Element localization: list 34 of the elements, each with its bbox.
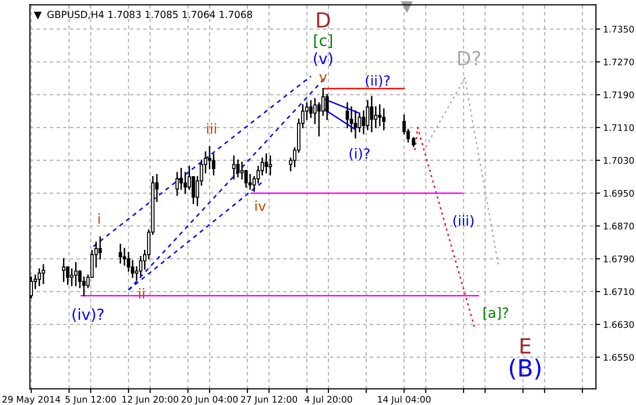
y-tick-label: 1.7190 bbox=[604, 91, 634, 98]
annotation: D? bbox=[458, 50, 480, 66]
y-tick-label: 1.6710 bbox=[604, 288, 634, 296]
x-tick-label: 14 Jul 04:00 bbox=[378, 396, 431, 404]
x-tick-label: 4 Jul 20:00 bbox=[304, 396, 352, 404]
annotation: (iii) bbox=[453, 215, 474, 228]
y-tick-label: 1.7270 bbox=[604, 58, 634, 66]
annotation: i bbox=[98, 213, 100, 224]
annotation: [c] bbox=[314, 34, 332, 48]
annotation: D bbox=[317, 12, 330, 28]
y-tick-label: 1.6870 bbox=[604, 222, 634, 230]
annotation: v bbox=[319, 74, 327, 82]
text: GBPUSD,H4 1.7083 1.7085 1.7064 1.7068 bbox=[47, 10, 252, 20]
y-tick-label: 1.6950 bbox=[604, 190, 634, 197]
annotation: (iv)? bbox=[72, 308, 104, 322]
y-tick-label: 1.7030 bbox=[604, 157, 634, 164]
x-tick-label: 20 Jun 04:00 bbox=[182, 396, 238, 404]
y-tick-label: 1.7110 bbox=[604, 124, 634, 132]
x-tick-label: 29 May 2014 bbox=[2, 396, 60, 404]
annotation: (i)? bbox=[350, 148, 370, 160]
annotation: (ii)? bbox=[366, 75, 390, 88]
annotation: (B) bbox=[510, 358, 540, 380]
annotation: E bbox=[520, 338, 530, 354]
x-tick-label: 5 Jun 12:00 bbox=[66, 396, 116, 404]
y-tick-label: 1.7350 bbox=[604, 26, 634, 33]
x-tick-label: 27 Jun 12:00 bbox=[240, 396, 298, 404]
y-tick-label: 1.6630 bbox=[604, 321, 634, 328]
annotation: [a]? bbox=[484, 307, 508, 320]
annotation: (v) bbox=[314, 52, 332, 66]
x-tick-label: 12 Jun 20:00 bbox=[122, 396, 178, 404]
y-tick-label: 1.6550 bbox=[604, 354, 634, 361]
annotation: iii bbox=[207, 123, 216, 134]
annotation: iv bbox=[255, 200, 266, 211]
y-tick-label: 1.6790 bbox=[604, 256, 634, 262]
